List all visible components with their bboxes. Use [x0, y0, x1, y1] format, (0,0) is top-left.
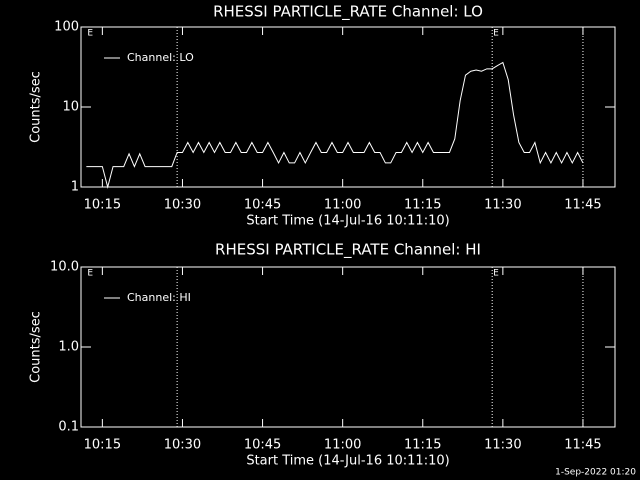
x-axis-label: Start Time (14-Jul-16 10:11:10)	[246, 454, 449, 469]
y-tick-label: 100	[54, 20, 79, 35]
y-tick-label: 0.1	[58, 420, 79, 435]
legend-label: Channel: LO	[127, 51, 194, 64]
legend-label: Channel: HI	[127, 291, 191, 304]
x-tick-label: 11:00	[324, 198, 361, 213]
x-tick-label: 10:30	[164, 198, 201, 213]
x-tick-label: 10:15	[84, 198, 121, 213]
annotation: E	[493, 29, 499, 39]
annotation: E	[87, 269, 93, 279]
y-tick-label: 10.0	[50, 260, 79, 275]
x-tick-label: 11:45	[564, 198, 601, 213]
x-tick-label: 10:45	[244, 438, 281, 453]
x-tick-label: 10:45	[244, 198, 281, 213]
x-tick-label: 11:15	[404, 198, 441, 213]
x-tick-label: 11:30	[484, 198, 521, 213]
x-axis-label: Start Time (14-Jul-16 10:11:10)	[246, 214, 449, 229]
x-tick-label: 11:00	[324, 438, 361, 453]
x-tick-label: 11:45	[564, 438, 601, 453]
y-axis-label: Counts/sec	[29, 71, 44, 143]
y-tick-label: 10	[62, 100, 79, 115]
x-tick-label: 11:30	[484, 438, 521, 453]
footer: 1-Sep-2022 01:20	[555, 468, 636, 478]
annotation: E	[87, 29, 93, 39]
x-tick-label: 10:15	[84, 438, 121, 453]
annotation: E	[493, 269, 499, 279]
y-tick-label: 1	[71, 180, 79, 195]
x-tick-label: 11:15	[404, 438, 441, 453]
x-tick-label: 10:30	[164, 438, 201, 453]
y-tick-label: 1.0	[58, 340, 79, 355]
chart-title: RHESSI PARTICLE_RATE Channel: HI	[215, 241, 481, 260]
data-line	[86, 61, 584, 189]
y-axis-label: Counts/sec	[29, 311, 44, 383]
chart-title: RHESSI PARTICLE_RATE Channel: LO	[213, 3, 483, 22]
